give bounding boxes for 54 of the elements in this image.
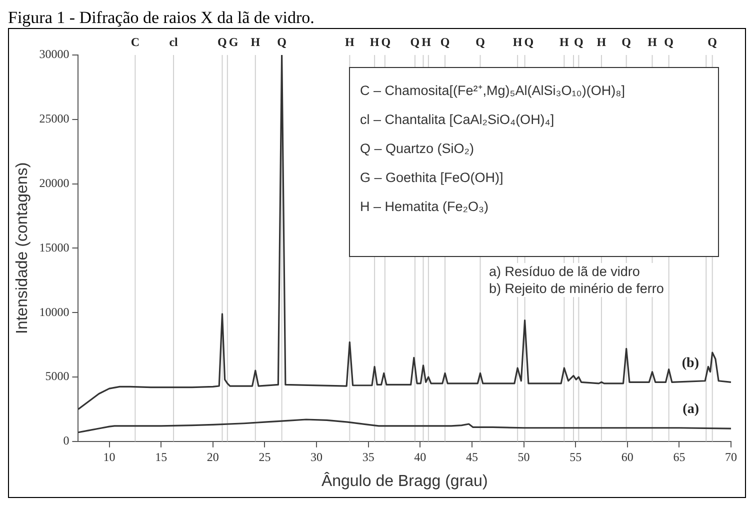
x-tick-label: 50 (518, 450, 530, 464)
annotation: H – Hematita (Fe₂O₃) (360, 198, 490, 216)
y-tick-label: 30000 (39, 47, 70, 62)
ref-line-label: Q (664, 35, 674, 50)
ref-line-label: C (130, 35, 140, 50)
ref-line-label: H (422, 35, 432, 50)
y-tick-label: 0 (63, 434, 70, 448)
ref-line-label: G (228, 35, 238, 50)
ref-line-label: H (512, 35, 523, 50)
x-tick-label: 25 (258, 450, 271, 464)
ref-line-label: Q (440, 35, 450, 50)
ref-line-label: cl (169, 35, 179, 50)
x-tick-label: 30 (310, 450, 323, 464)
ref-line-label: H (560, 35, 570, 50)
x-tick-label: 55 (570, 450, 582, 464)
ref-line-label: Q (476, 35, 485, 50)
x-tick-label: 60 (621, 450, 634, 464)
annotation: G – Goethita [FeO(OH)] (360, 169, 504, 187)
ref-line-label: Q (277, 35, 286, 50)
y-tick-label: 15000 (39, 240, 70, 254)
y-tick-label: 25000 (39, 112, 70, 126)
y-tick-label: 5000 (45, 369, 70, 384)
series-label: (b) (682, 356, 700, 371)
ref-line-label: H (370, 35, 380, 50)
ref-line-label: H (345, 35, 356, 50)
x-tick-label: 70 (725, 450, 737, 464)
ref-line-label: Q (622, 35, 632, 50)
ref-line-label: Q (410, 35, 420, 50)
ref-line-label: Q (574, 35, 584, 50)
y-tick-label: 20000 (39, 176, 70, 190)
ref-line-label: H (648, 35, 658, 50)
x-axis-title: Ângulo de Bragg (grau) (321, 472, 488, 490)
y-tick-label: 10000 (39, 304, 70, 319)
x-tick-label: 45 (466, 450, 478, 464)
annotation: Q – Quartzo (SiO₂) (360, 140, 476, 158)
ref-line-label: H (250, 35, 261, 50)
ref-line-label: H (596, 35, 607, 50)
x-tick-label: 40 (414, 450, 426, 464)
ref-line-label: Q (218, 35, 227, 50)
ref-line-label: Q (708, 35, 718, 50)
annotation: C – Chamosita[(Fe²⁺,Mg)₅Al(AlSi₃O₁₀)(OH)₈] (360, 82, 626, 100)
chart-title: Figura 1 - Difração de raios X da lã de vidro. (8, 8, 316, 28)
x-tick-label: 20 (206, 450, 219, 464)
ref-line-label: Q (381, 35, 391, 50)
x-tick-label: 65 (673, 450, 686, 464)
x-tick-label: 35 (362, 450, 374, 464)
annotation: b) Rejeito de minério de ferro (489, 280, 664, 297)
ref-line-label: Q (524, 35, 534, 50)
annotation: cl – Chantalita [CaAl₂SiO₄(OH)₄] (360, 111, 556, 129)
x-tick-label: 10 (103, 450, 116, 464)
series-label: (a) (682, 402, 700, 418)
y-axis-title: Intensidade (contagens) (14, 162, 32, 334)
annotation: a) Resíduo de lã de vidro (489, 263, 664, 280)
x-tick-label: 15 (155, 450, 168, 464)
